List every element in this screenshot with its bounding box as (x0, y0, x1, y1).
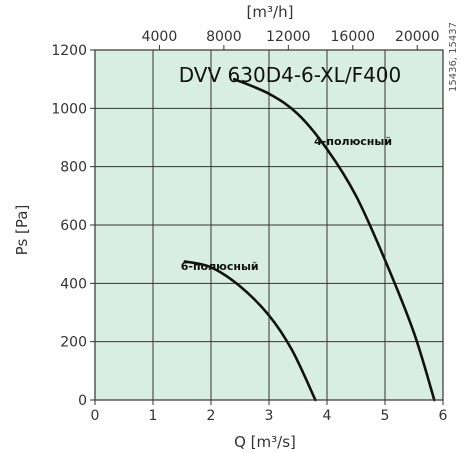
y-tick-label: 0 (78, 393, 87, 409)
x-tick-label: 3 (265, 408, 274, 424)
x-tick-label: 0 (91, 408, 100, 424)
series-label-1: 6-полюсный (181, 260, 259, 273)
y-axis-label: Ps [Pa] (13, 205, 31, 256)
x2-tick-label: 16000 (331, 29, 376, 45)
x-tick-label: 4 (323, 408, 332, 424)
y-tick-label: 800 (60, 160, 87, 176)
x-tick-label: 2 (207, 408, 216, 424)
series-curve-1 (183, 260, 317, 402)
x-tick-label: 1 (149, 408, 158, 424)
x-tick-label: 6 (439, 408, 448, 424)
chart-title: DVV 630D4-6-XL/F400 (179, 63, 402, 87)
side-note: 15436, 15437 (448, 22, 459, 92)
y-tick-label: 1200 (51, 43, 87, 59)
x2-tick-label: 4000 (142, 29, 178, 45)
y-tick-label: 400 (60, 276, 87, 292)
ticks: 0 1 2 3 4 5 6 0 200 400 600 800 1000 1200 4000 8000 1200… (51, 29, 447, 424)
x-axis-label: Q [m³/s] (234, 433, 296, 451)
y-tick-label: 600 (60, 218, 87, 234)
x2-tick-label: 20000 (395, 29, 440, 45)
series-curve-0 (232, 77, 436, 402)
x2-tick-label: 12000 (266, 29, 311, 45)
x2-axis-label: [m³/h] (247, 3, 294, 21)
x-tick-label: 5 (381, 408, 390, 424)
curves (183, 77, 436, 402)
labels: 4-полюсный 6-полюсный (181, 135, 392, 273)
x2-tick-label: 8000 (206, 29, 242, 45)
y-tick-label: 1000 (51, 101, 87, 117)
y-tick-label: 200 (60, 335, 87, 351)
series-label-0: 4-полюсный (314, 135, 392, 148)
